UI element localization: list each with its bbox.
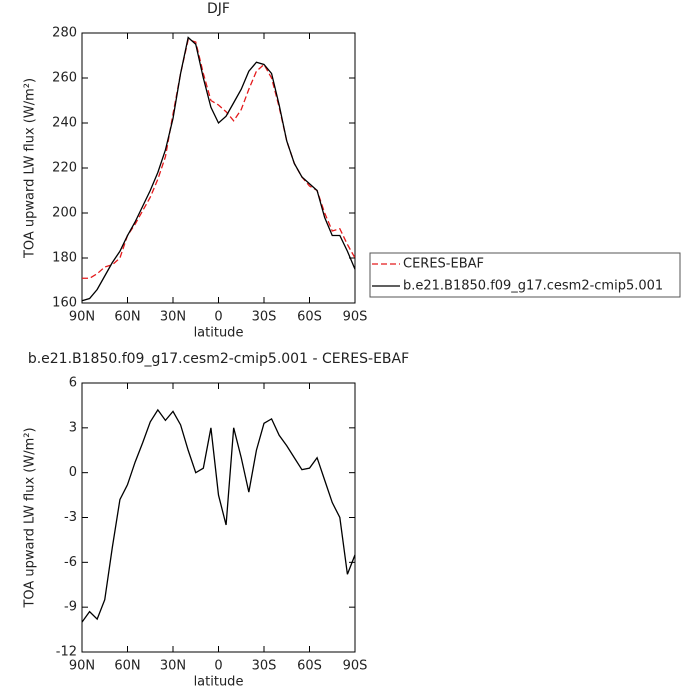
- x-tick-label: 30S: [252, 659, 277, 674]
- data-line: [81, 408, 356, 623]
- y-tick-label: 3: [69, 420, 77, 435]
- y-tick-label: 220: [52, 161, 77, 176]
- y-tick-label: 280: [52, 26, 77, 41]
- x-tick-label: 90S: [343, 310, 368, 325]
- x-tick-label: 60S: [297, 310, 322, 325]
- x-axis-label: latitude: [194, 326, 244, 341]
- y-tick-label: 160: [52, 296, 77, 311]
- y-tick-label: 260: [52, 71, 77, 86]
- x-tick-label: 30N: [160, 659, 186, 674]
- y-tick-label: 240: [52, 116, 77, 131]
- x-axis-label: latitude: [194, 675, 244, 690]
- y-tick-label: 6: [69, 376, 77, 391]
- plot-frame: [81, 32, 356, 304]
- y-tick-label: -6: [64, 555, 77, 570]
- x-tick-label: 90N: [69, 310, 95, 325]
- y-tick-label: -12: [56, 645, 77, 660]
- y-tick-label: 180: [52, 251, 77, 266]
- legend-label: b.e21.B1850.f09_g17.cesm2-cmip5.001: [403, 279, 663, 294]
- x-tick-label: 30S: [252, 310, 277, 325]
- y-axis-label: TOA upward LW flux (W/m²): [23, 427, 38, 608]
- y-tick-label: 200: [52, 206, 77, 221]
- y-tick-label: -9: [64, 600, 77, 615]
- x-tick-label: 0: [214, 659, 222, 674]
- y-tick-label: -3: [64, 510, 77, 525]
- x-tick-label: 90N: [69, 659, 95, 674]
- chart-title: DJF: [207, 1, 230, 17]
- plot-frame: [81, 382, 356, 653]
- series-line: [82, 38, 356, 279]
- legend-label: CERES-EBAF: [403, 257, 484, 272]
- x-tick-label: 60N: [114, 659, 140, 674]
- x-tick-label: 60N: [114, 310, 140, 325]
- x-tick-label: 0: [214, 310, 222, 325]
- series-line: [81, 36, 356, 302]
- y-axis-label: TOA upward LW flux (W/m²): [23, 78, 38, 259]
- y-tick-label: 0: [69, 465, 77, 480]
- legend-box: [369, 252, 681, 298]
- x-tick-label: 60S: [297, 659, 322, 674]
- chart-title: b.e21.B1850.f09_g17.cesm2-cmip5.001 - CE…: [28, 351, 409, 367]
- x-tick-label: 30N: [160, 310, 186, 325]
- x-tick-label: 90S: [343, 659, 368, 674]
